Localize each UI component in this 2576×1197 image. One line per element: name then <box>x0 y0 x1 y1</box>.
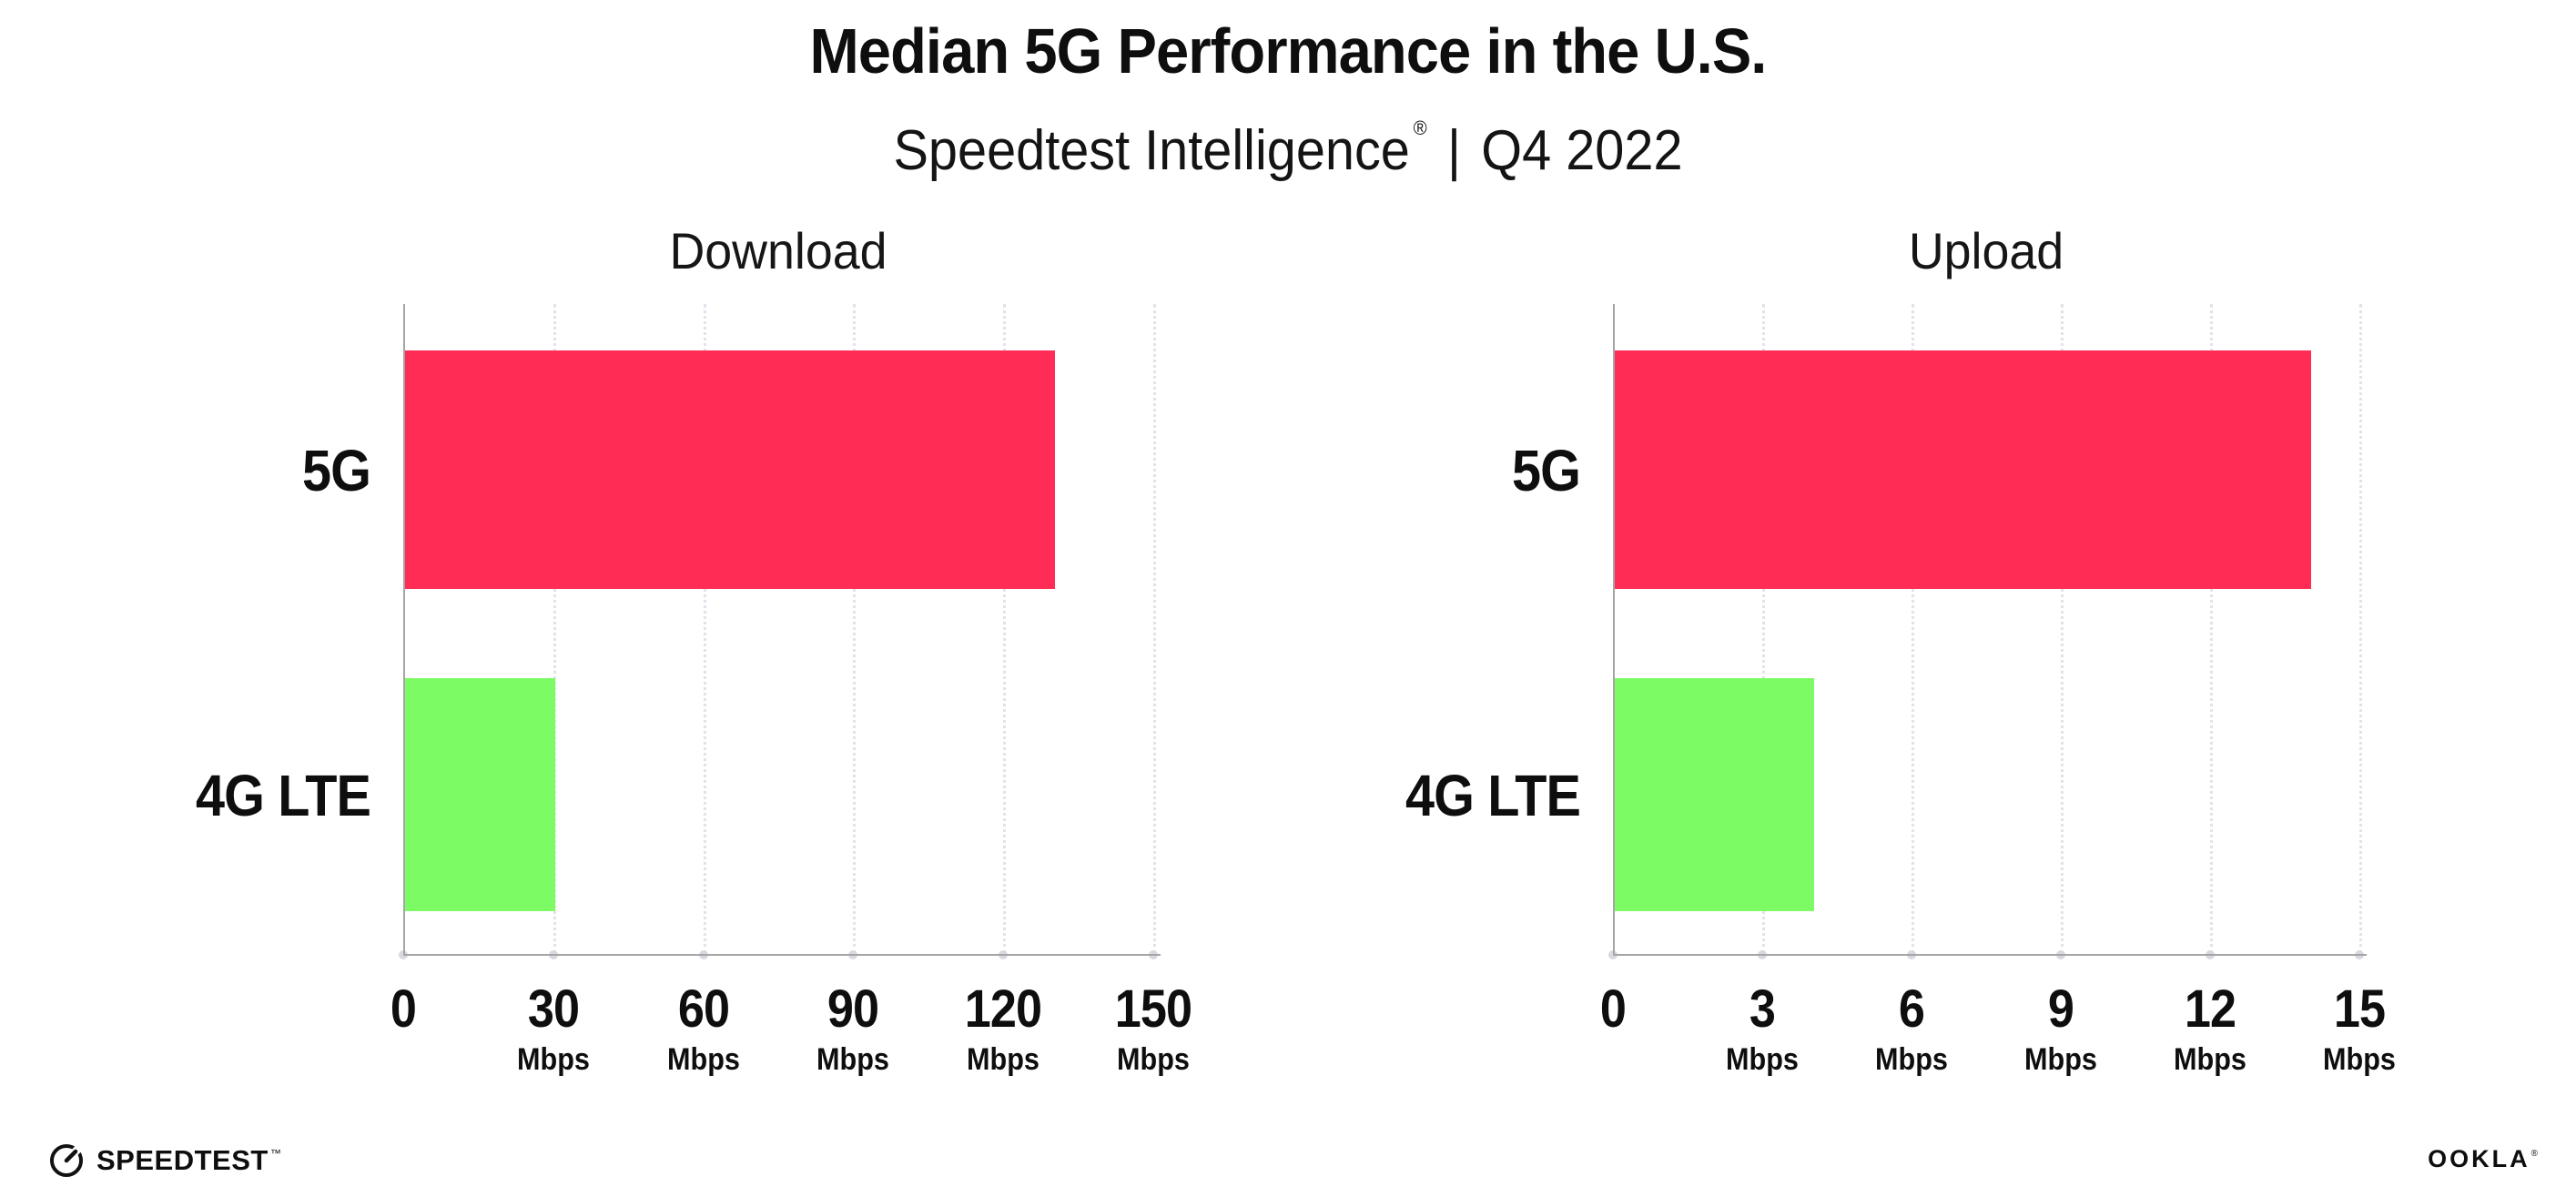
y-axis-line <box>1613 304 1615 954</box>
ookla-logo: OOKLA® <box>2428 1145 2538 1173</box>
speedtest-gauge-icon <box>50 1144 83 1177</box>
gridline <box>1762 304 1765 954</box>
x-tick-label: 0 <box>390 979 417 1039</box>
category-label-4g-lte: 4G LTE <box>1405 763 1581 828</box>
y-axis-line <box>403 304 405 954</box>
subtitle-period: Q4 2022 <box>1481 119 1683 182</box>
category-label-5g: 5G <box>301 438 371 503</box>
bar-4g-lte-upload <box>1615 677 1814 911</box>
ookla-wordmark: OOKLA <box>2428 1145 2530 1172</box>
category-label-4g-lte: 4G LTE <box>196 763 371 828</box>
subtitle-separator: | <box>1446 119 1461 182</box>
gridline <box>2061 304 2064 954</box>
x-axis-line <box>403 954 1161 956</box>
x-tick-label: 30 Mbps <box>516 979 590 1078</box>
bar-5g-download <box>405 350 1056 589</box>
x-tick-label: 6 Mbps <box>1875 979 1948 1078</box>
gridline <box>2210 304 2213 954</box>
x-tick-label: 12 Mbps <box>2174 979 2246 1078</box>
gridline <box>703 304 706 954</box>
bar-5g-upload <box>1615 350 2312 589</box>
x-tick-label: 150 Mbps <box>1114 979 1192 1078</box>
page-title: Median 5G Performance in the U.S. <box>809 15 1768 86</box>
x-axis-line <box>1613 954 2367 956</box>
upload-plot-area <box>1608 304 2367 959</box>
registered-trademark-icon: ® <box>2530 1149 2538 1159</box>
gridline <box>853 304 857 954</box>
subtitle-brand: Speedtest Intelligence <box>893 119 1410 182</box>
gridline <box>1153 304 1156 954</box>
download-plot-area <box>399 304 1161 959</box>
speedtest-wordmark: SPEEDTEST <box>96 1144 269 1176</box>
bar-4g-lte-download <box>405 677 555 911</box>
gridline <box>1912 304 1914 954</box>
x-tick-label: 3 Mbps <box>1726 979 1799 1078</box>
x-tick-label: 120 Mbps <box>964 979 1042 1078</box>
x-tick-label: 0 <box>1599 979 1627 1039</box>
page-subtitle: Speedtest Intelligence ® | Q4 2022 <box>90 89 2486 190</box>
category-label-5g: 5G <box>1511 438 1581 503</box>
gridline <box>553 304 556 954</box>
gridline <box>1003 304 1007 954</box>
x-tick-label: 15 Mbps <box>2323 979 2396 1078</box>
upload-chart-title: Upload <box>1908 222 2064 279</box>
x-tick-label: 9 Mbps <box>2024 979 2097 1078</box>
x-tick-label: 90 Mbps <box>816 979 890 1078</box>
speedtest-logo: SPEEDTEST ™ <box>47 1141 281 1180</box>
x-tick-label: 60 Mbps <box>666 979 740 1078</box>
download-chart-title: Download <box>669 222 887 279</box>
registered-trademark-icon: ® <box>1413 117 1427 139</box>
gridline <box>2359 304 2362 954</box>
trademark-icon: ™ <box>269 1147 281 1160</box>
